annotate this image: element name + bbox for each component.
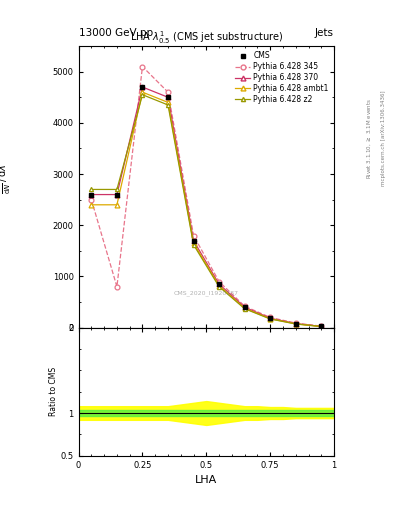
Text: CMS_2020_I1920187: CMS_2020_I1920187 bbox=[174, 290, 239, 295]
Legend: CMS, Pythia 6.428 345, Pythia 6.428 370, Pythia 6.428 ambt1, Pythia 6.428 z2: CMS, Pythia 6.428 345, Pythia 6.428 370,… bbox=[233, 50, 330, 105]
Y-axis label: Ratio to CMS: Ratio to CMS bbox=[49, 367, 58, 416]
Text: $\frac{1}{\mathrm{d}N}\,/\,\mathrm{d}\lambda$: $\frac{1}{\mathrm{d}N}\,/\,\mathrm{d}\la… bbox=[0, 164, 13, 194]
Text: mcplots.cern.ch [arXiv:1306.3436]: mcplots.cern.ch [arXiv:1306.3436] bbox=[381, 91, 386, 186]
Text: Rivet 3.1.10, $\geq$ 3.1M events: Rivet 3.1.10, $\geq$ 3.1M events bbox=[365, 98, 373, 179]
X-axis label: LHA: LHA bbox=[195, 475, 217, 485]
Text: 13000 GeV pp: 13000 GeV pp bbox=[79, 28, 153, 38]
Title: LHA $\lambda^{1}_{0.5}$ (CMS jet substructure): LHA $\lambda^{1}_{0.5}$ (CMS jet substru… bbox=[130, 29, 283, 46]
Text: Jets: Jets bbox=[315, 28, 334, 38]
